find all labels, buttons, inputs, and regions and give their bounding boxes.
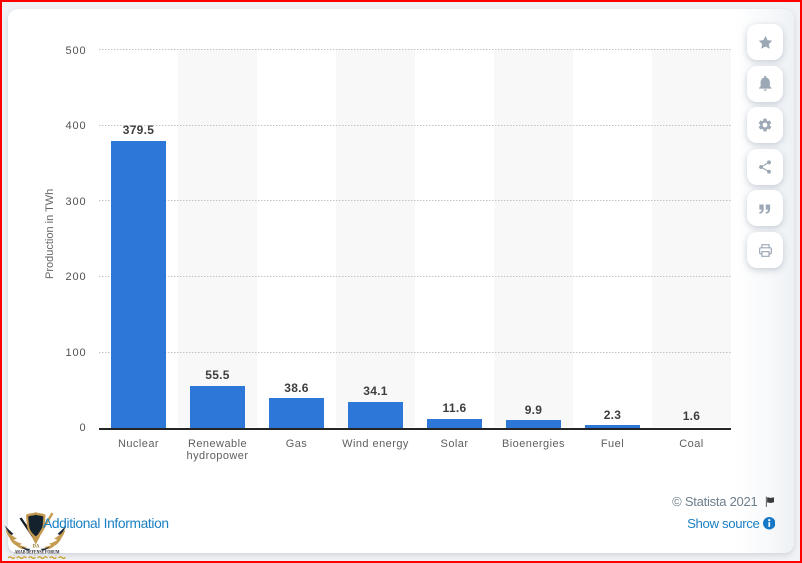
svg-text:DA: DA: [33, 544, 40, 549]
svg-text:ARAB DEFENSE FORUM: ARAB DEFENSE FORUM: [15, 550, 60, 555]
